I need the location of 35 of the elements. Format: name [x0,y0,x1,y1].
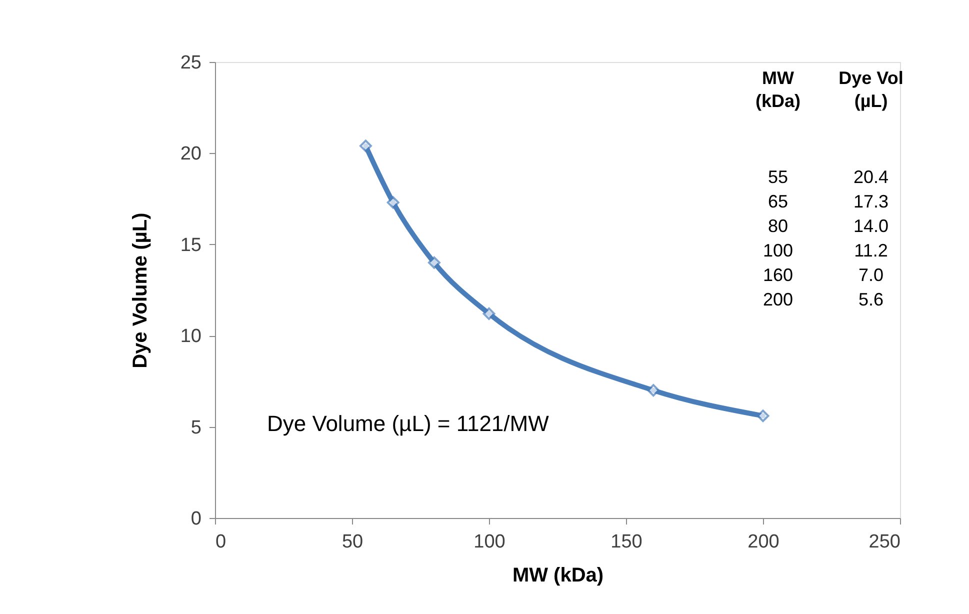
annotation: 200 [762,290,794,310]
point [428,256,440,269]
y-tick-label: 15 [180,234,202,256]
annotation: Dye Volume (µL) = 1121/MW [267,411,550,436]
annotation: 11.2 [854,240,888,260]
x-axis-title: MW (kDa) [512,564,604,586]
annotation: 20.4 [853,167,889,187]
y-tick-label: 10 [180,326,202,348]
point [386,196,400,209]
annotation: 65 [768,192,788,212]
point [756,410,770,422]
annotation: 55 [768,167,788,187]
y-tick-label: 0 [190,508,202,530]
annotation: 17.3 [853,192,889,212]
x-tick-label: 200 [748,532,780,552]
x-tick-label: 250 [868,532,900,552]
y-tick-label: 5 [190,417,202,438]
annotation: Dye Vol (µL) [838,68,904,111]
point [359,140,372,152]
annotation: 14.0 [853,216,889,236]
annotation: 80 [768,216,788,236]
annotation: 100 [762,240,794,260]
y-axis-title: Dye Volume (µL) [129,212,152,368]
point [647,384,660,397]
annotation: 5.6 [858,290,884,310]
y-tick-label: 20 [180,144,202,165]
annotation: MW (kDa) [755,68,801,111]
annotation: 160 [762,265,794,285]
x-tick-label: 100 [474,532,506,552]
x-tick-label: 0 [216,532,226,552]
x-tick-label: 150 [610,532,642,552]
y-tick-label: 25 [180,52,202,74]
annotation: 7.0 [858,265,884,285]
point [482,307,496,320]
x-tick-label: 50 [342,532,364,552]
